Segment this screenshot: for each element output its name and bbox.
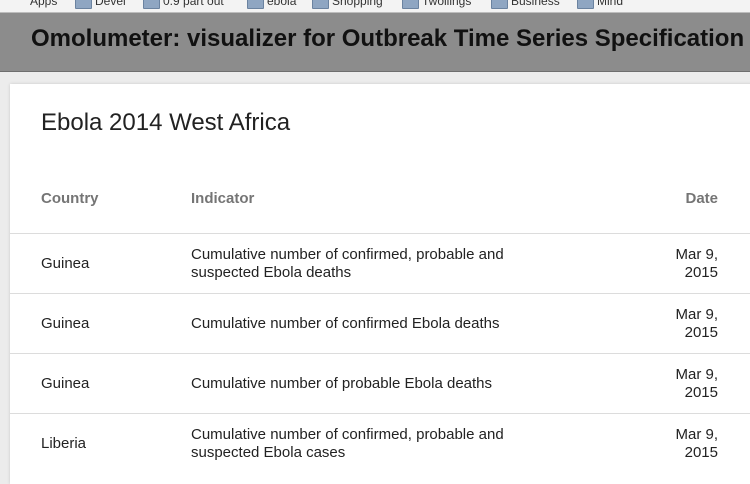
bookmark-folder-icon [75, 0, 92, 9]
indicator-cell: Cumulative number of probable Ebola deat… [191, 375, 493, 392]
date-cell: Mar 9, 2015 [675, 246, 718, 281]
country-cell: Liberia [41, 435, 87, 452]
column-header: Country [41, 190, 99, 207]
card: Ebola 2014 West Africa Country Indicator D… [10, 84, 750, 484]
header-title: Omolumeter: visualizer for Outbreak Time… [31, 25, 745, 52]
date-cell: Mar 9, 2015 [675, 306, 718, 341]
bookmark[interactable]: Apps [30, 0, 58, 8]
bookmark-folder-icon [402, 0, 419, 9]
date-cell: Mar 9, 2015 [675, 426, 718, 461]
indicator-cell: Cumulative number of confirmed, probable… [191, 246, 504, 281]
bookmark[interactable]: 0.9 part out [163, 0, 224, 8]
bookmark[interactable]: ebola [267, 0, 297, 8]
bookmark[interactable]: Twollings [422, 0, 472, 8]
bookmark-folder-icon [577, 0, 594, 9]
country-cell: Guinea [41, 255, 90, 272]
table-row[interactable]: Guinea Cumulative number of confirmed, pr… [10, 233, 750, 294]
bookmark[interactable]: Mind [597, 0, 624, 8]
table-row[interactable]: Guinea Cumulative number of confirmed Ebo… [10, 293, 750, 354]
bookmark-folder-icon [247, 0, 264, 9]
country-cell: Guinea [41, 315, 90, 332]
bookmark-folder-icon [491, 0, 508, 9]
bookmark-folder-icon [312, 0, 329, 9]
column-header: Date [685, 190, 718, 207]
bookmark[interactable]: Shopping [332, 0, 383, 8]
country-cell: Guinea [41, 375, 90, 392]
bookmarks-bar: Apps Devel 0.9 part out ebola Shopping Twolli… [0, 0, 750, 13]
table-row[interactable]: Guinea Cumulative number of probable Ebol… [10, 353, 750, 414]
column-header: Indicator [191, 190, 255, 207]
bookmark[interactable]: Devel [95, 0, 126, 8]
card-title: Ebola 2014 West Africa [41, 109, 291, 136]
indicator-cell: Cumulative number of confirmed, probable… [191, 426, 504, 461]
table-row[interactable]: Liberia Cumulative number of confirmed, p… [10, 413, 750, 474]
date-cell: Mar 9, 2015 [675, 366, 718, 401]
header: Omolumeter: visualizer for Outbreak Time… [0, 13, 750, 72]
bookmark[interactable]: Business [511, 0, 560, 8]
bookmark-folder-icon [143, 0, 160, 9]
indicator-cell: Cumulative number of confirmed Ebola dea… [191, 315, 500, 332]
